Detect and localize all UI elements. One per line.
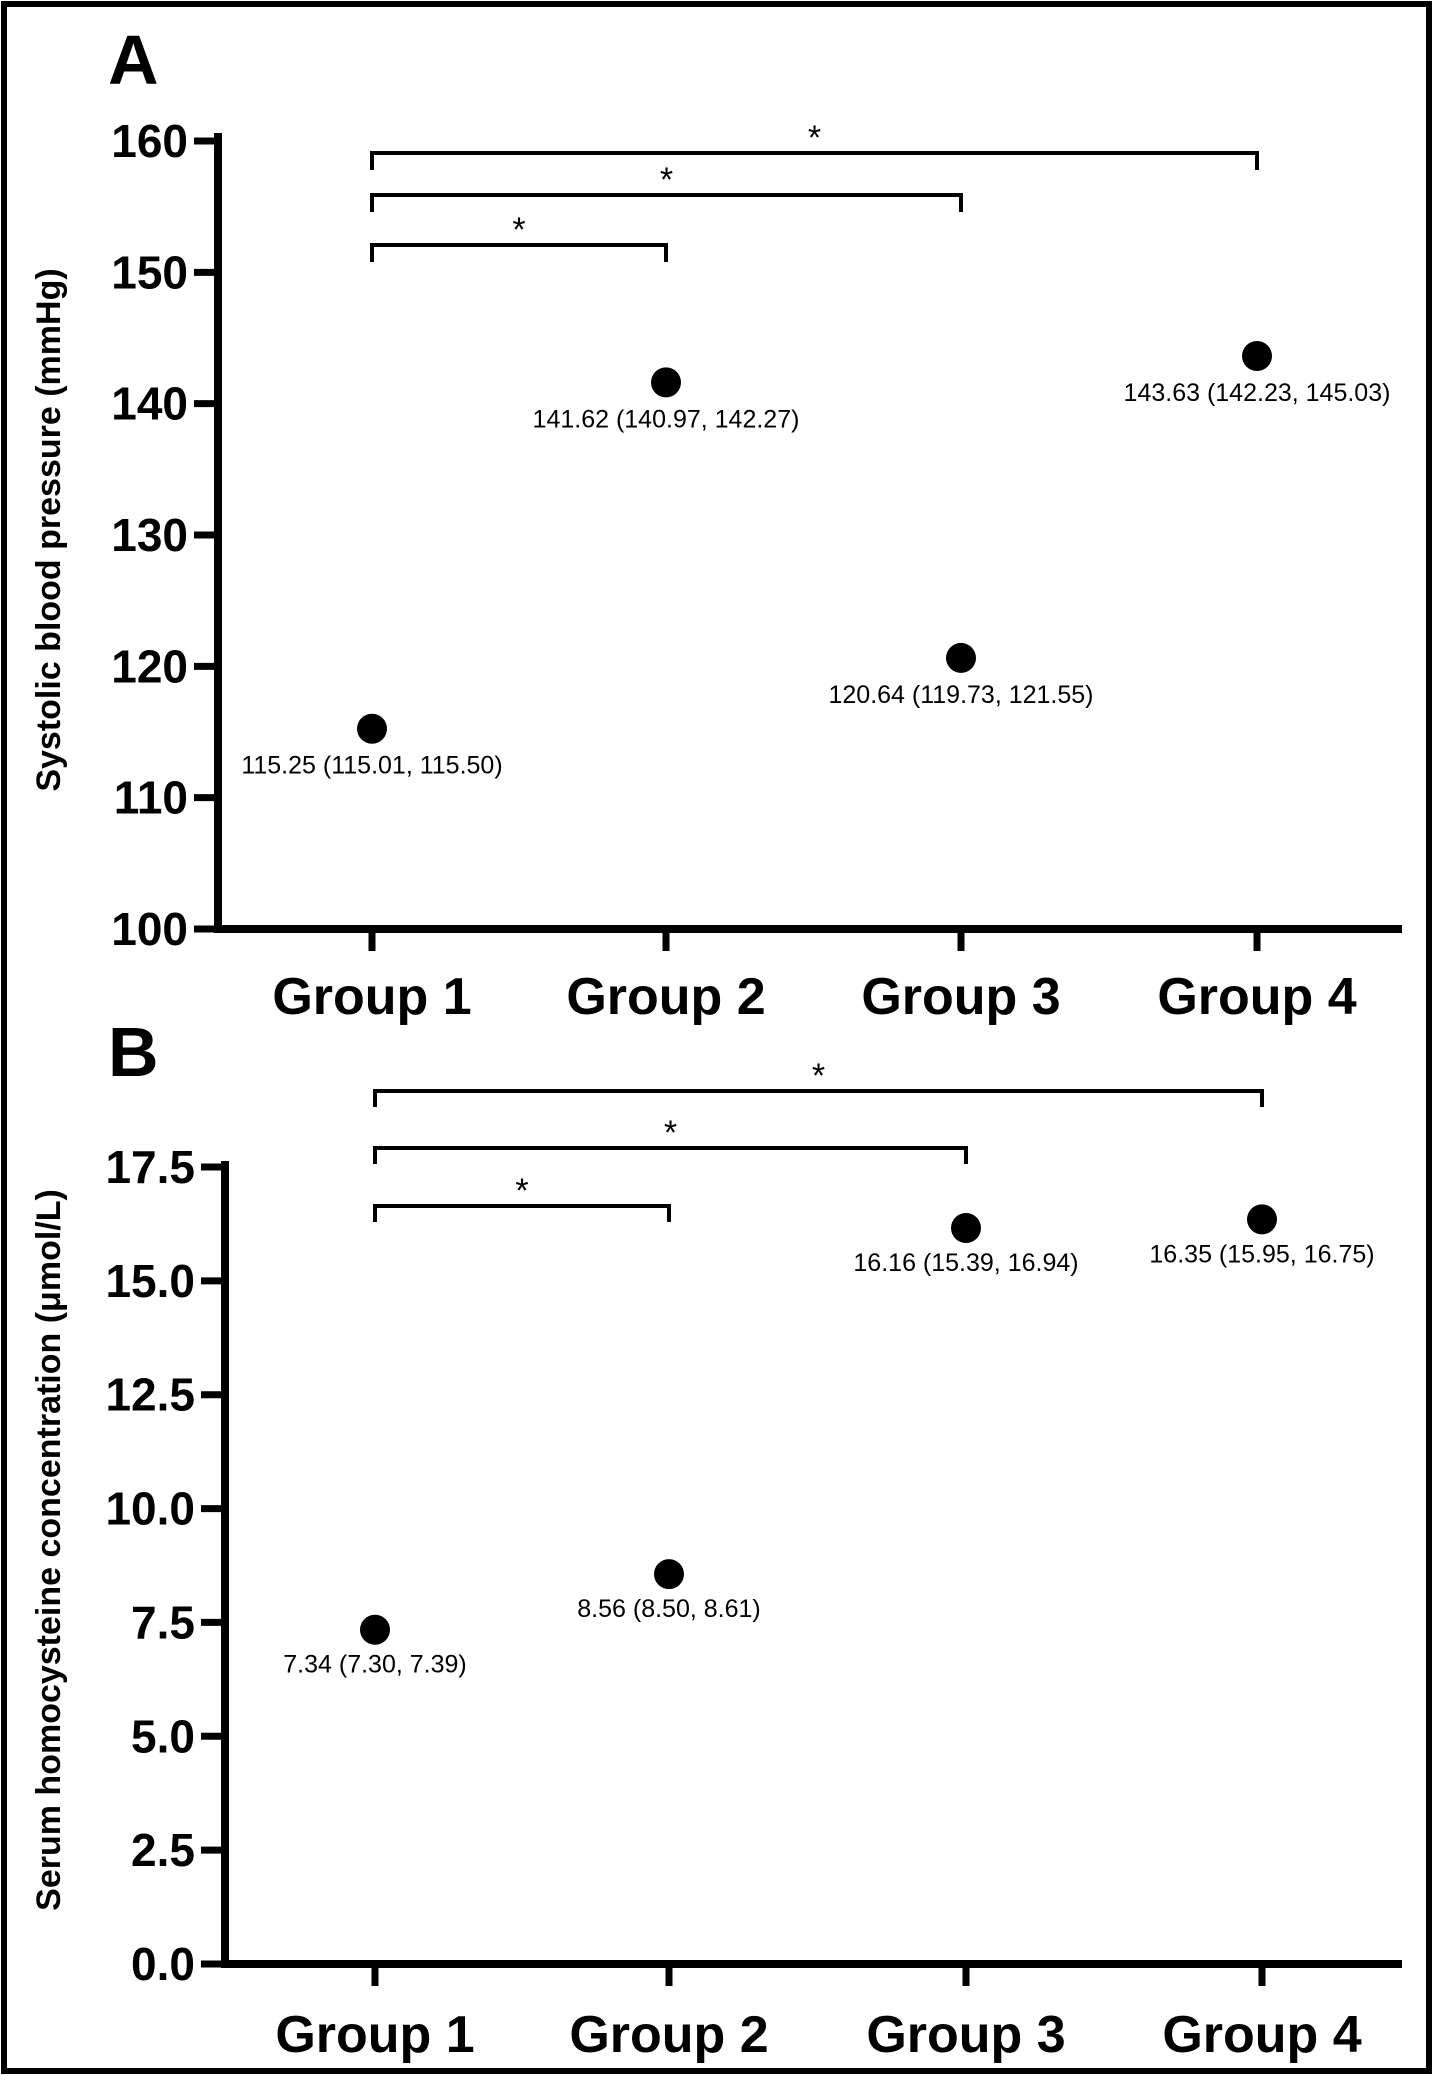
panel-b-significance-bracket xyxy=(373,1204,671,1222)
panel-a-data-point xyxy=(651,367,681,398)
panel-a-x-tick-label: Group 1 xyxy=(272,968,471,1026)
panel-a-data-label: 120.64 (119.73, 121.55) xyxy=(828,681,1093,709)
panel-a-y-tick-label: 160 xyxy=(111,115,188,167)
panel-a-data-point xyxy=(1242,340,1272,371)
panel-b-data-point xyxy=(1247,1204,1277,1235)
panel-b-y-tick-label: 2.5 xyxy=(131,1824,195,1876)
panel-a-significance-bracket xyxy=(370,151,1259,170)
panel-a-x-tick-label: Group 4 xyxy=(1157,968,1356,1026)
panel-b-data-point xyxy=(654,1559,684,1590)
panel-b-y-tick-label: 12.5 xyxy=(105,1369,195,1421)
panel-b-x-tick-label: Group 2 xyxy=(569,2006,768,2064)
panel-a-x-tick-label: Group 3 xyxy=(861,968,1060,1026)
panel-b-data-label: 7.34 (7.30, 7.39) xyxy=(283,1651,466,1679)
panel-b-ylabel-wrap: Serum homocysteine concentration (μmol/L… xyxy=(30,1189,68,1911)
panel-b-significance-star: * xyxy=(812,1057,825,1095)
panel-b-significance-star: * xyxy=(515,1172,528,1210)
panel-b-y-tick-label: 5.0 xyxy=(131,1710,195,1762)
panel-a-data-label: 115.25 (115.01, 115.50) xyxy=(241,752,502,780)
panel-b-data-point xyxy=(360,1614,390,1645)
panel-a-letter: A xyxy=(108,21,159,99)
panel-b-data-label: 16.16 (15.39, 16.94) xyxy=(853,1249,1078,1277)
panel-a-significance-bracket xyxy=(370,243,668,262)
panel-b-significance-bracket xyxy=(373,1146,968,1164)
panel-a-significance-bracket xyxy=(370,193,963,212)
panel-a-data-label: 143.63 (142.23, 145.03) xyxy=(1124,379,1391,407)
panel-b-y-axis-label: Serum homocysteine concentration (μmol/L… xyxy=(30,1189,68,1911)
panel-b-data-label: 16.35 (15.95, 16.75) xyxy=(1149,1240,1374,1268)
panel-a-data-point xyxy=(946,642,976,673)
panel-a-y-tick-label: 110 xyxy=(114,772,188,824)
panel-b-y-tick-label: 15.0 xyxy=(105,1255,195,1307)
panel-a-significance-star: * xyxy=(512,211,525,249)
panel-a-y-tick-label: 120 xyxy=(111,640,188,692)
panel-a-y-tick-label: 140 xyxy=(111,378,188,430)
panel-a-y-tick-label: 150 xyxy=(111,246,188,298)
panel-b-y-tick-label: 17.5 xyxy=(105,1141,195,1193)
panel-b-x-tick-label: Group 4 xyxy=(1162,2006,1361,2064)
panel-a-x-tick-label: Group 2 xyxy=(566,968,765,1026)
panel-b: B Serum homocysteine concentration (μmol… xyxy=(30,1013,1402,2064)
panel-a-significance-star: * xyxy=(660,161,673,199)
panel-b-x-tick-label: Group 1 xyxy=(275,2006,474,2064)
panel-a-ylabel-wrap: Systolic blood pressure (mmHg) xyxy=(30,268,68,791)
panel-b-x-tick-label: Group 3 xyxy=(866,2006,1065,2064)
panel-a-y-tick-label: 130 xyxy=(111,509,188,561)
panel-b-letter: B xyxy=(108,1013,159,1091)
panel-a-significance-star: * xyxy=(808,119,821,157)
panel-a-y-axis-label: Systolic blood pressure (mmHg) xyxy=(30,268,68,791)
panel-b-y-tick-label: 7.5 xyxy=(131,1596,195,1648)
panel-b-significance-bracket xyxy=(373,1089,1264,1107)
panel-a: A Systolic blood pressure (mmHg) 100 110 1… xyxy=(30,21,1402,1026)
panel-a-y-tick-label: 100 xyxy=(111,903,188,955)
panel-b-data-point xyxy=(951,1213,981,1244)
panel-a-data-point xyxy=(357,713,387,744)
panel-a-data-label: 141.62 (140.97, 142.27) xyxy=(533,405,800,433)
panel-b-y-tick-label: 0.0 xyxy=(131,1938,195,1990)
panel-b-significance-star: * xyxy=(664,1114,677,1152)
panel-b-y-tick-label: 10.0 xyxy=(105,1483,195,1535)
panel-b-data-label: 8.56 (8.50, 8.61) xyxy=(577,1595,760,1623)
